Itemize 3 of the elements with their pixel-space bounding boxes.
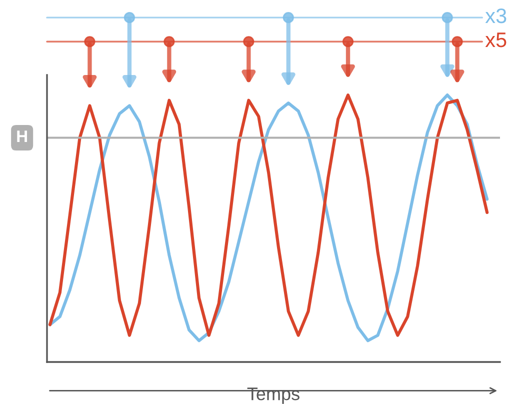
ref-line-label: H: [17, 130, 27, 142]
legend-label: x5: [485, 32, 506, 48]
legend-label: x3: [485, 8, 506, 24]
